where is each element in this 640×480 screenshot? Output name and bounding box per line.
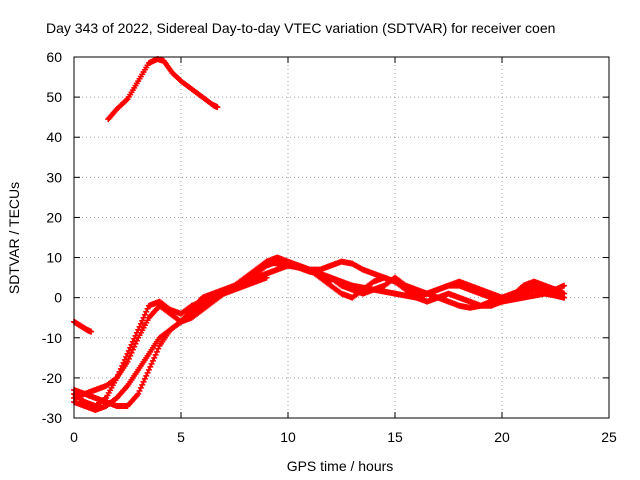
x-tick-label: 5 (177, 429, 185, 445)
data-point (151, 354, 158, 361)
y-axis-label: SDTVAR / TECUs (6, 182, 22, 294)
data-point (132, 340, 139, 347)
y-tick-label: -10 (42, 330, 62, 346)
series-arc-high (105, 56, 221, 123)
chart-title: Day 343 of 2022, Sidereal Day-to-day VTE… (46, 20, 555, 36)
data-point (155, 345, 162, 352)
x-tick-label: 0 (70, 429, 78, 445)
data-point (136, 387, 143, 394)
data-point (141, 375, 148, 382)
data-point (561, 294, 568, 301)
axis-ticks: 0 5 10 15 20 25 -30 -20 -10 0 10 20 30 40 50 60 (42, 49, 617, 445)
data-point (140, 378, 147, 385)
series-arc-a (71, 254, 334, 401)
data-point (147, 363, 154, 370)
series-arc-g (392, 282, 568, 305)
data-point (139, 381, 146, 388)
data-point (137, 384, 144, 391)
plot-frame (73, 56, 610, 419)
data-point (144, 305, 151, 312)
y-tick-label: 20 (46, 209, 62, 225)
data-point (129, 346, 136, 353)
series-arc-c (71, 262, 568, 413)
y-tick-label: 40 (46, 129, 62, 145)
series-arc-early (71, 318, 95, 335)
y-tick-label: -30 (42, 410, 62, 426)
x-axis-label: GPS time / hours (287, 458, 394, 474)
data-point (152, 351, 159, 358)
data-point (141, 311, 148, 318)
data-point (136, 323, 143, 330)
data-point (144, 369, 151, 376)
data-point (153, 348, 160, 355)
series-arc-b (71, 258, 398, 409)
data-point (140, 314, 147, 321)
x-tick-label: 25 (601, 429, 617, 445)
data-point (148, 360, 155, 367)
data-point (124, 358, 131, 365)
data-point (127, 352, 134, 359)
data-point (143, 372, 150, 379)
x-tick-label: 20 (494, 429, 510, 445)
data-point (137, 320, 144, 327)
data-point (139, 317, 146, 324)
data-point (88, 328, 95, 335)
data-point (561, 282, 568, 289)
series-arc-d (71, 274, 270, 409)
y-tick-label: 10 (46, 250, 62, 266)
data-point (145, 366, 152, 373)
data-point (131, 343, 138, 350)
data-point (143, 308, 150, 315)
data-point (128, 349, 135, 356)
y-tick-label: -20 (42, 370, 62, 386)
y-tick-label: 60 (46, 49, 62, 65)
data-point (263, 274, 270, 281)
data-point (149, 357, 156, 364)
data-point (214, 104, 221, 111)
x-tick-label: 10 (280, 429, 296, 445)
y-tick-label: 30 (46, 169, 62, 185)
data-series (71, 56, 568, 413)
y-tick-label: 50 (46, 89, 62, 105)
y-tick-label: 0 (54, 290, 62, 306)
data-point (125, 355, 132, 362)
data-point (133, 337, 140, 344)
x-tick-label: 15 (387, 429, 403, 445)
grid (74, 57, 609, 418)
data-point (135, 390, 142, 397)
